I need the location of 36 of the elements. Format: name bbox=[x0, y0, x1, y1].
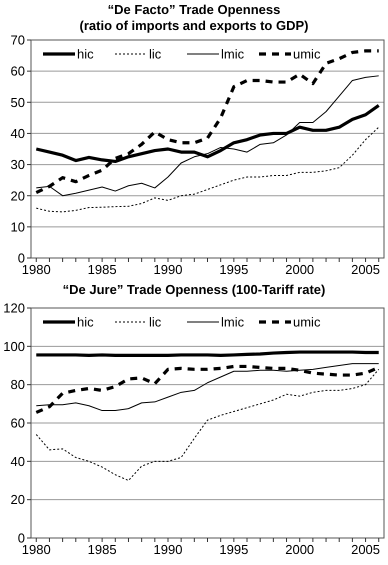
y-tick-label: 50 bbox=[10, 94, 25, 110]
y-tick-label: 20 bbox=[10, 188, 25, 204]
x-tick-label: 1985 bbox=[88, 262, 117, 277]
x-tick-label: 2000 bbox=[285, 542, 314, 557]
x-tick-label: 1990 bbox=[154, 542, 182, 557]
x-tick-label: 1990 bbox=[154, 262, 182, 277]
legend-label: umic bbox=[293, 314, 321, 330]
x-tick-label: 2005 bbox=[351, 542, 380, 557]
x-tick-label: 1995 bbox=[219, 542, 248, 557]
line-series bbox=[34, 49, 380, 194]
legend-label: lic bbox=[149, 314, 162, 330]
legend-label: lic bbox=[149, 46, 162, 62]
y-tick-label: 70 bbox=[10, 32, 25, 48]
x-tick-label: 2000 bbox=[285, 262, 314, 277]
legend-label: umic bbox=[293, 46, 321, 62]
y-tick-label: 40 bbox=[10, 454, 25, 469]
line-series bbox=[36, 126, 380, 212]
y-tick-label: 100 bbox=[3, 338, 25, 354]
chart-subtitle: (ratio of imports and exports to GDP) bbox=[80, 18, 308, 33]
legend-label: hic bbox=[77, 314, 94, 330]
x-tick-label: 1985 bbox=[88, 542, 117, 557]
y-tick-label: 60 bbox=[10, 64, 25, 79]
legend-label: lmic bbox=[221, 46, 245, 62]
x-tick-label: 1995 bbox=[219, 262, 248, 277]
legend-label: lmic bbox=[221, 314, 245, 330]
y-tick-label: 40 bbox=[10, 126, 25, 141]
y-tick-label: 60 bbox=[10, 416, 25, 431]
chart-title: “De Facto” Trade Openness bbox=[108, 2, 280, 17]
y-tick-label: 10 bbox=[10, 219, 25, 234]
y-tick-label: 120 bbox=[3, 300, 25, 316]
y-tick-label: 80 bbox=[10, 377, 25, 392]
y-tick-label: 30 bbox=[10, 157, 25, 172]
y-tick-label: 20 bbox=[10, 492, 25, 508]
legend-label: hic bbox=[77, 46, 94, 62]
x-tick-label: 2005 bbox=[351, 262, 380, 277]
chart-title: “De Jure” Trade Openness (100-Tariff rate) bbox=[62, 282, 326, 297]
